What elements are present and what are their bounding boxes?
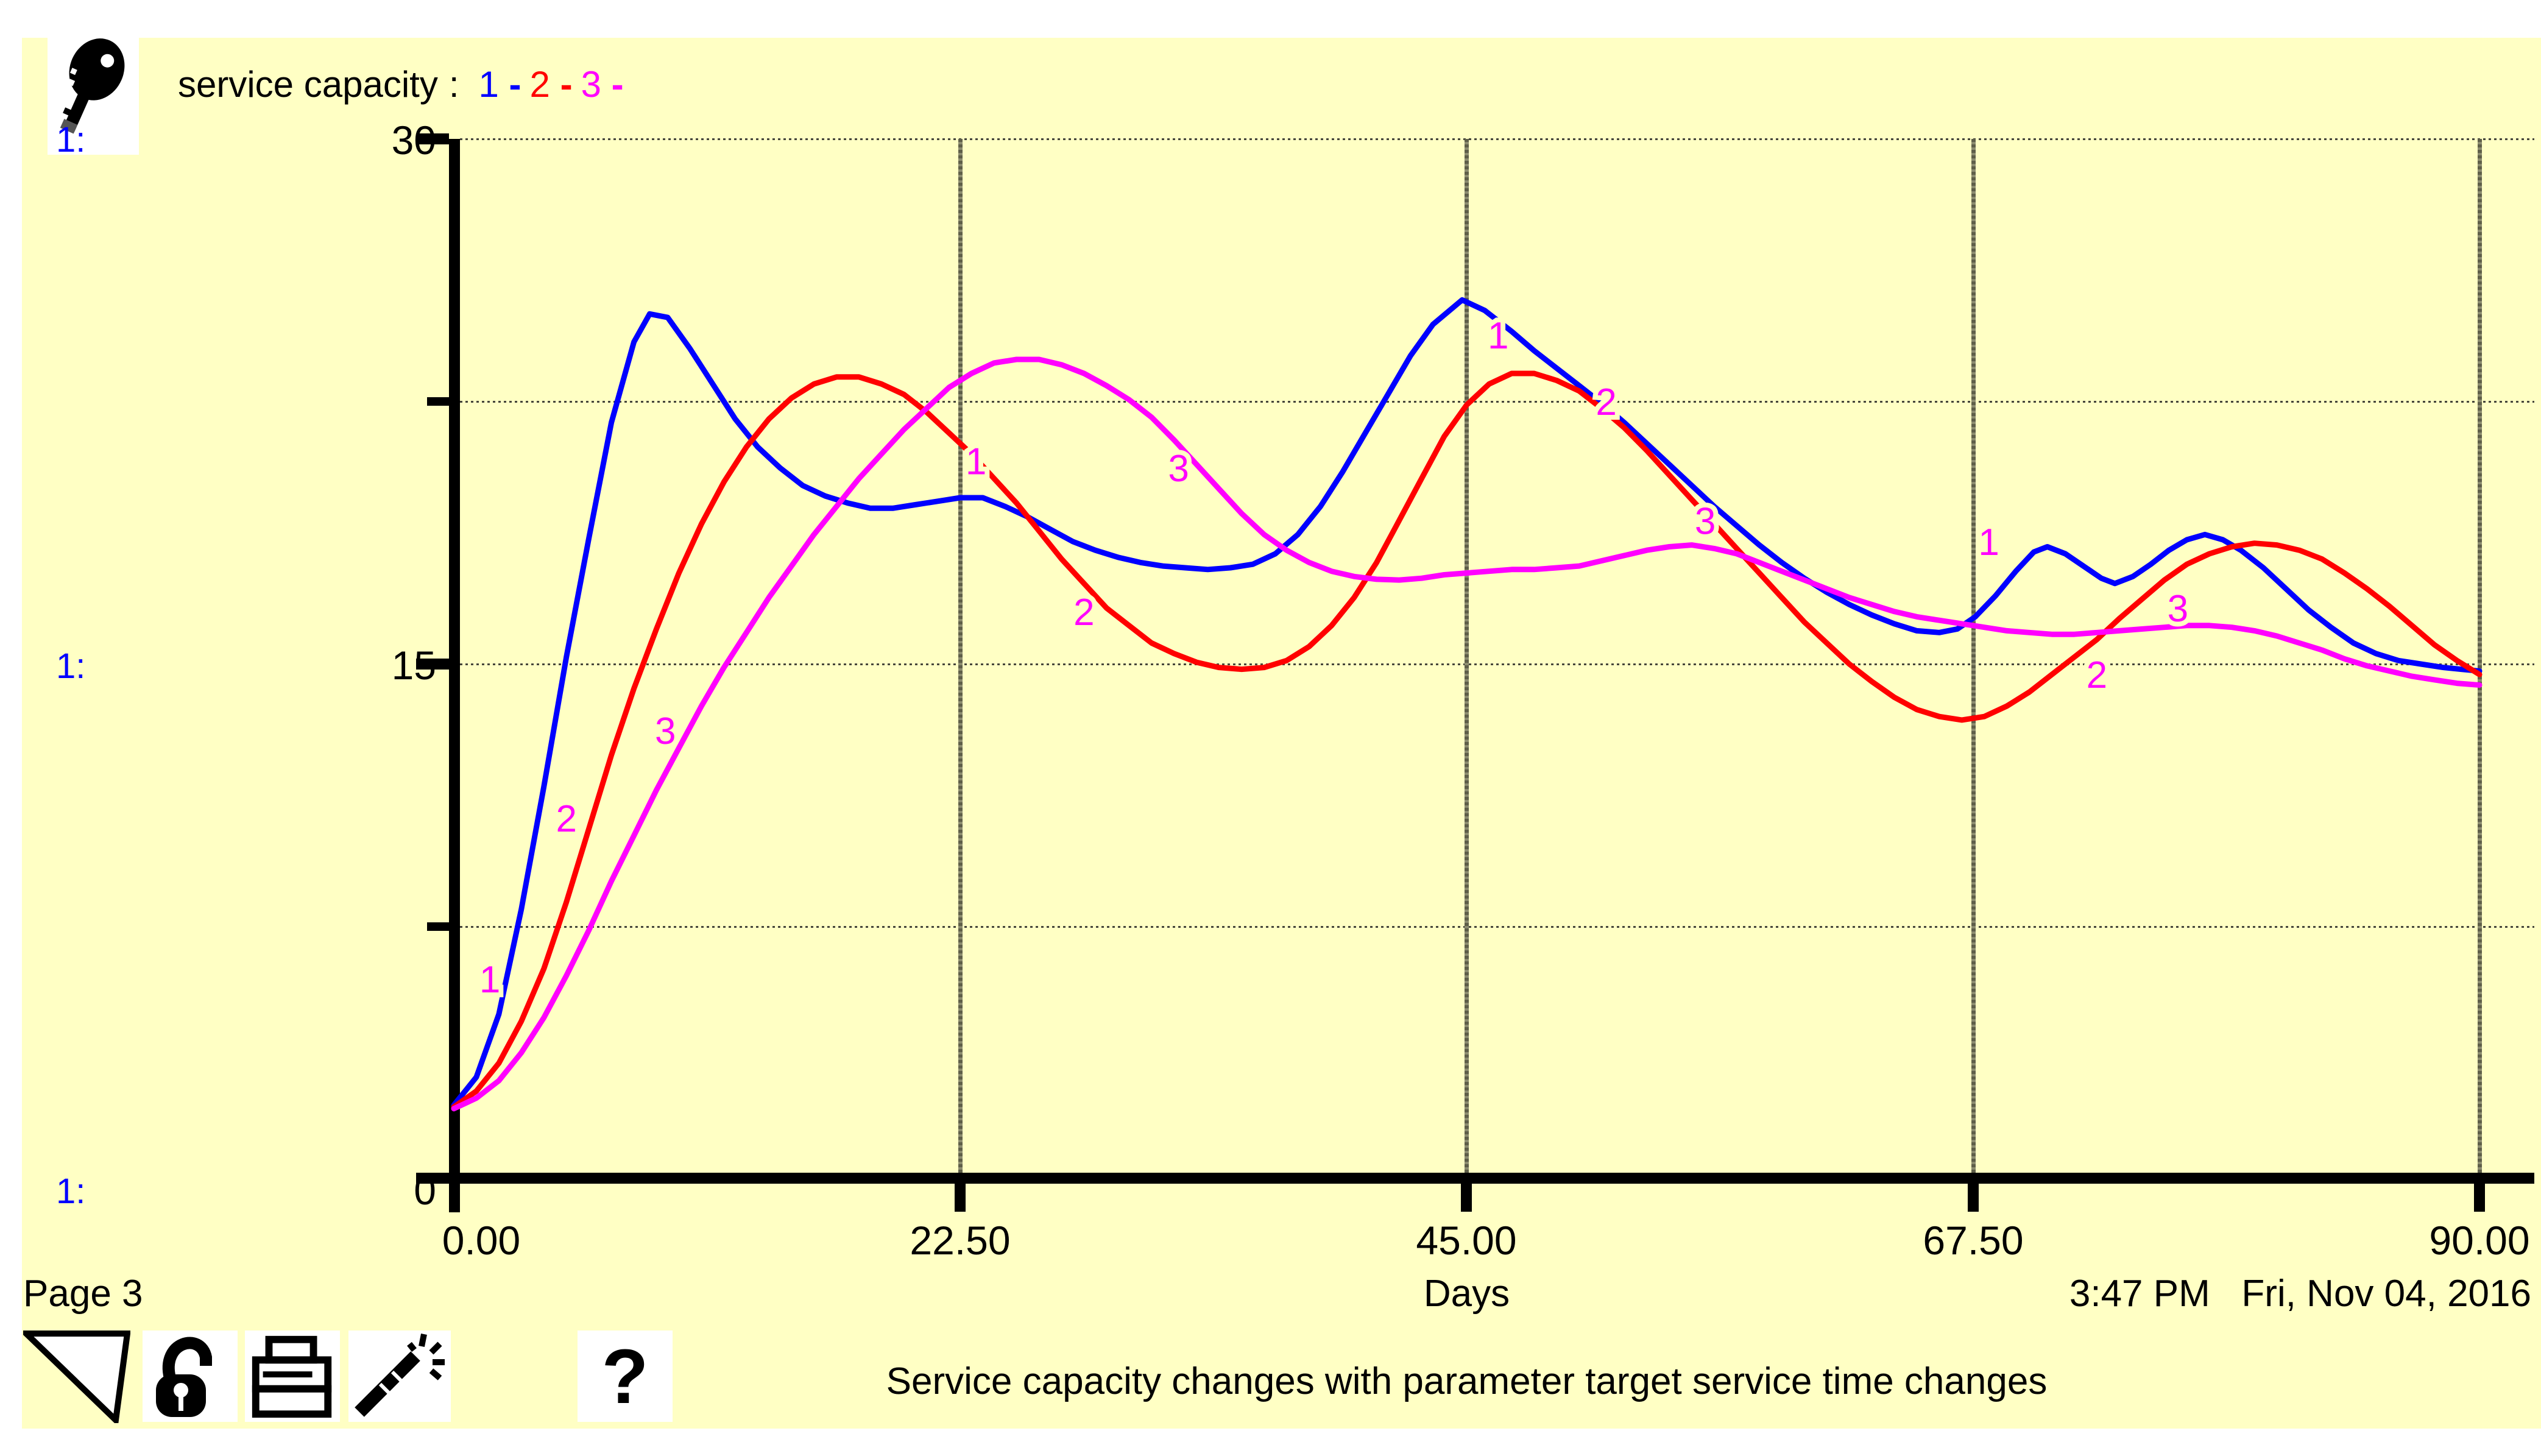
legend-variable-name: service capacity xyxy=(178,64,438,105)
help-question-icon[interactable]: ? xyxy=(578,1331,673,1422)
y-tick-mark xyxy=(416,1173,449,1184)
curve-run-label: 1 xyxy=(966,441,986,483)
vertical-gridline xyxy=(1465,139,1469,1173)
timestamp: 3:47 PM Fri, Nov 04, 2016 xyxy=(2069,1273,2531,1315)
x-axis-title: Days xyxy=(1423,1273,1510,1315)
curve-run-label: 2 xyxy=(1073,592,1094,634)
horizontal-gridline xyxy=(460,925,2534,928)
horizontal-gridline xyxy=(460,400,2534,403)
scale-marker: 1: xyxy=(56,120,86,160)
legend-colon: : xyxy=(448,64,459,105)
vertical-gridline xyxy=(958,139,963,1173)
left-margin xyxy=(0,0,22,1456)
legend-run-3: 3 xyxy=(581,64,601,105)
x-tick-label: 67.50 xyxy=(1923,1218,2024,1263)
y-axis xyxy=(449,139,460,1212)
x-tick-label: 45.00 xyxy=(1416,1218,1517,1263)
graph-caption: Service capacity changes with parameter … xyxy=(886,1360,2048,1402)
legend-run-dash: - xyxy=(498,64,521,105)
vertical-gridline xyxy=(2477,139,2482,1173)
horizontal-gridline xyxy=(460,138,2534,140)
page-label: Page 3 xyxy=(23,1273,143,1315)
curve-run-label: 2 xyxy=(556,798,576,840)
open-padlock-icon[interactable] xyxy=(143,1331,238,1422)
scale-marker: 1: xyxy=(56,646,86,686)
y-tick-mark xyxy=(416,659,449,670)
y-tick-mark xyxy=(416,133,449,144)
top-margin xyxy=(0,0,2541,38)
magic-wand-icon[interactable] xyxy=(348,1331,451,1422)
curve-run-label: 3 xyxy=(1695,500,1716,542)
x-tick-mark xyxy=(1968,1184,1979,1212)
curve-run-label: 1 xyxy=(1978,521,1999,564)
bottom-margin xyxy=(0,1429,2541,1456)
x-tick-label: 0.00 xyxy=(442,1218,521,1263)
curve-run-label: 2 xyxy=(2087,654,2107,696)
curve-run-label: 1 xyxy=(479,959,500,1001)
x-tick-label: 22.50 xyxy=(910,1218,1011,1263)
printer-icon[interactable] xyxy=(245,1331,340,1422)
curve-run-label: 3 xyxy=(1168,448,1189,490)
key-icon[interactable] xyxy=(48,24,139,155)
y-minor-tick-mark xyxy=(427,397,449,406)
x-tick-mark xyxy=(955,1184,966,1212)
horizontal-gridline xyxy=(460,663,2534,665)
help-question-glyph: ? xyxy=(601,1333,649,1419)
vertical-gridline xyxy=(1971,139,1976,1173)
curve-run-label: 3 xyxy=(655,710,676,752)
legend: service capacity: 1 -2 -3 - xyxy=(178,63,624,105)
x-tick-mark xyxy=(2474,1184,2485,1212)
corner-triangle-icon[interactable] xyxy=(23,1331,130,1423)
legend-runs: 1 -2 -3 - xyxy=(470,63,624,105)
legend-run-dash: - xyxy=(550,64,573,105)
curve-run-label: 3 xyxy=(2168,588,2188,630)
y-minor-tick-mark xyxy=(427,922,449,931)
x-tick-label: 90.00 xyxy=(2429,1218,2530,1263)
legend-run-dash: - xyxy=(601,64,624,105)
x-axis xyxy=(449,1173,2534,1184)
curve-run-label: 1 xyxy=(1488,315,1508,357)
legend-run-2: 2 xyxy=(529,64,550,105)
legend-run-1: 1 xyxy=(478,64,499,105)
scale-marker: 1: xyxy=(56,1172,86,1211)
x-tick-mark xyxy=(1461,1184,1472,1212)
